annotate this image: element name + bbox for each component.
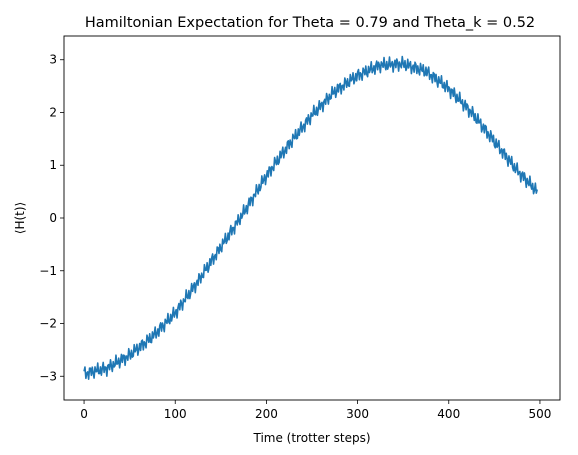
x-tick-label: 100 [164,407,187,421]
axes-frame [63,35,561,401]
x-tick-label: 200 [255,407,278,421]
y-tick-label: 1 [49,158,57,172]
y-tick-label: 2 [49,105,57,119]
y-tick-label: −1 [39,264,57,278]
y-tick-label: 3 [49,53,57,67]
x-axis: 0 100 200 300 400 500 [80,400,551,421]
series-line [83,55,538,381]
x-tick-label: 500 [528,407,551,421]
x-tick-label: 300 [346,407,369,421]
y-tick-label: −2 [39,317,57,331]
chart-title: Hamiltonian Expectation for Theta = 0.79… [85,15,535,31]
x-tick-label: 0 [80,407,88,421]
y-tick-label: −3 [39,369,57,383]
y-axis-label: ⟨H(t)⟩ [13,202,27,234]
x-tick-label: 400 [437,407,460,421]
y-axis: −3 −2 −1 0 1 2 3 [39,53,64,383]
y-tick-label: 0 [49,211,57,225]
plot-area [83,55,538,381]
x-axis-label: Time (trotter steps) [252,431,370,445]
